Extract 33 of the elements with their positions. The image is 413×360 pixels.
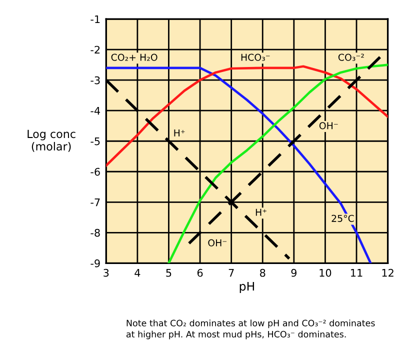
- x-axis-title: pH: [240, 282, 254, 293]
- annotation: CO₂+ H₂O: [111, 54, 158, 61]
- x-tick-label: 9: [291, 268, 296, 277]
- y-tick-label: -3: [90, 76, 100, 84]
- line-series: [168, 64, 388, 264]
- line-series: [106, 65, 388, 167]
- y-tick-label: -6: [90, 168, 100, 176]
- y-tick-label: -5: [90, 137, 100, 146]
- y-tick-label: -4: [90, 106, 100, 115]
- annotation: H⁺: [174, 130, 185, 136]
- y-tick-label: -1: [90, 15, 100, 24]
- annotation: OH⁻: [319, 122, 338, 130]
- annotation: 25°C: [332, 214, 354, 222]
- annotation: H⁺: [256, 208, 266, 216]
- x-tick-label: 11: [351, 269, 362, 277]
- y-axis-title: Log conc (molar): [28, 130, 76, 152]
- x-tick-label: 7: [228, 269, 234, 277]
- x-tick-label: 10: [320, 268, 332, 277]
- x-tick-label: 3: [104, 268, 109, 277]
- x-tick-label: 6: [197, 268, 203, 277]
- x-tick-label: 8: [260, 268, 266, 277]
- annotation: HCO₃⁻: [241, 54, 270, 61]
- y-tick-label: -9: [90, 259, 100, 268]
- line-series: [106, 66, 372, 264]
- annotation: CO₃⁻²: [338, 54, 364, 61]
- x-tick-label: 4: [134, 269, 140, 277]
- x-tick-label: 5: [166, 269, 172, 277]
- y-tick-label: -7: [90, 198, 100, 206]
- x-tick-label: 12: [382, 268, 394, 277]
- annotation: OH⁻: [208, 239, 227, 246]
- y-tick-label: -2: [90, 46, 100, 54]
- text: Note that CO₂ dominates at low pH and CO₃⁻² dominates at higher pH. At most mud pHs, HCO₃⁻ dominates.: [126, 320, 375, 340]
- y-tick-label: -8: [90, 228, 100, 237]
